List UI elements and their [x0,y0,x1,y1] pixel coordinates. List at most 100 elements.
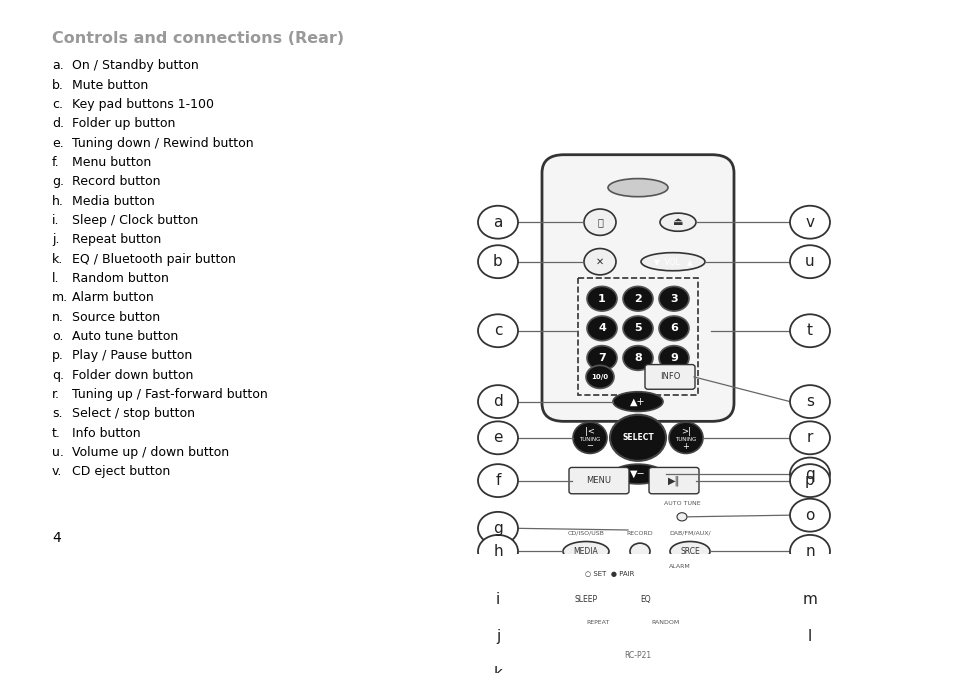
Text: Volume up / down button: Volume up / down button [71,446,229,459]
Text: 6: 6 [669,323,678,333]
Text: ⏻: ⏻ [597,217,602,227]
Text: i: i [496,592,499,606]
Text: d: d [493,394,502,409]
Circle shape [477,657,517,673]
Text: j: j [496,629,499,645]
Circle shape [789,206,829,239]
Text: 1: 1 [598,293,605,304]
Text: u.: u. [52,446,64,459]
Ellipse shape [669,542,709,561]
Text: ALARM: ALARM [668,564,690,569]
Text: −: − [586,441,593,450]
Circle shape [477,421,517,454]
Text: Record button: Record button [71,175,160,188]
Ellipse shape [659,213,696,232]
Text: +: + [681,441,689,450]
Text: s.: s. [52,407,63,421]
Circle shape [477,206,517,239]
Text: t.: t. [52,427,61,439]
Text: Folder down button: Folder down button [71,369,193,382]
Text: f.: f. [52,156,60,169]
Text: SLEEP: SLEEP [574,595,597,604]
Text: t: t [806,323,812,339]
Circle shape [659,287,688,311]
Text: f: f [495,473,500,488]
Text: 10/0: 10/0 [591,374,608,380]
Text: g: g [493,521,502,536]
Circle shape [789,621,829,653]
Text: d.: d. [52,117,64,131]
Text: Tuning down / Rewind button: Tuning down / Rewind button [71,137,253,149]
Text: p: p [804,473,814,488]
Circle shape [586,316,617,341]
Text: r: r [806,430,812,446]
Circle shape [586,287,617,311]
Text: CD/ISO/USB: CD/ISO/USB [567,531,604,536]
Circle shape [477,464,517,497]
Text: EQ: EQ [640,595,651,604]
FancyBboxPatch shape [568,468,628,494]
Text: n.: n. [52,311,64,324]
Text: ▼  VOL.  ▲: ▼ VOL. ▲ [653,257,692,267]
Circle shape [677,513,686,521]
Text: Info button: Info button [71,427,140,439]
Text: Select / stop button: Select / stop button [71,407,194,421]
Text: 9: 9 [669,353,678,363]
Text: m.: m. [52,291,68,304]
Text: Source button: Source button [71,311,160,324]
Text: k.: k. [52,252,63,266]
Ellipse shape [607,178,667,197]
Text: ▼−: ▼− [630,469,645,479]
Text: Folder up button: Folder up button [71,117,175,131]
Circle shape [789,458,829,491]
Circle shape [583,248,616,275]
Ellipse shape [640,252,704,271]
Text: h.: h. [52,194,64,208]
Circle shape [477,583,517,616]
Circle shape [789,583,829,616]
Circle shape [477,314,517,347]
Text: Media button: Media button [71,194,154,208]
Circle shape [629,543,649,560]
Text: AUTO TUNE: AUTO TUNE [663,501,700,506]
Text: l.: l. [52,272,59,285]
Circle shape [622,287,652,311]
Text: a.: a. [52,59,64,72]
Circle shape [585,365,614,388]
Circle shape [609,415,665,461]
Text: p.: p. [52,349,64,362]
Text: o: o [804,507,814,523]
Ellipse shape [628,590,662,608]
Text: Menu button: Menu button [71,156,152,169]
Text: Mute button: Mute button [71,79,148,92]
Circle shape [622,346,652,370]
Text: RC-P21: RC-P21 [624,651,651,660]
Circle shape [789,499,829,532]
Circle shape [659,346,688,370]
Circle shape [622,316,652,341]
Ellipse shape [613,464,662,484]
Text: ▶‖: ▶‖ [667,475,679,486]
Text: Random button: Random button [71,272,169,285]
Text: q: q [804,466,814,481]
Text: 5: 5 [634,323,641,333]
Text: >|: >| [680,427,690,435]
Ellipse shape [668,422,702,454]
Text: k: k [493,666,502,673]
Text: s: s [805,394,813,409]
Text: 8: 8 [634,353,641,363]
Text: MEDIA: MEDIA [573,547,598,556]
Text: TUNING: TUNING [675,437,696,442]
Text: 4: 4 [52,531,61,545]
Circle shape [477,621,517,653]
Text: Auto tune button: Auto tune button [71,330,178,343]
Circle shape [789,421,829,454]
Circle shape [789,464,829,497]
Text: 2: 2 [634,293,641,304]
Ellipse shape [649,629,681,644]
Ellipse shape [573,422,606,454]
Text: Play / Pause button: Play / Pause button [71,349,193,362]
Text: Repeat button: Repeat button [71,234,161,246]
Text: INFO: INFO [659,372,679,382]
Text: ○ SET  ● PAIR: ○ SET ● PAIR [585,571,634,577]
